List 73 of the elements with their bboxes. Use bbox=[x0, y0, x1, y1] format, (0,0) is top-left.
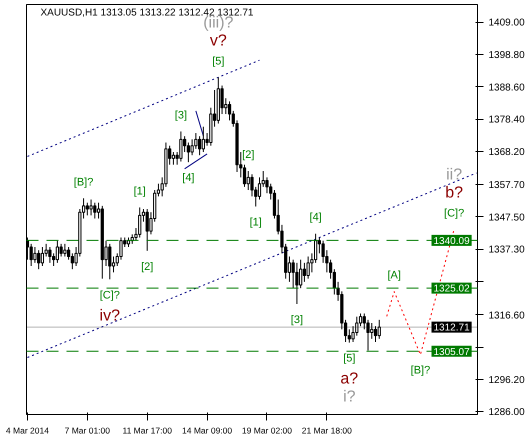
x-tick-label: 11 Mar 17:00 bbox=[122, 426, 172, 436]
annotation: ii? bbox=[446, 166, 462, 184]
y-tick-label: 1296.20 bbox=[488, 374, 526, 386]
annotation: [4] bbox=[310, 212, 322, 224]
x-tick-label: 7 Mar 01:00 bbox=[64, 426, 110, 436]
candlestick bbox=[146, 208, 149, 252]
candlestick bbox=[179, 130, 183, 162]
candlestick bbox=[108, 243, 112, 280]
annotation: (iii)? bbox=[203, 14, 234, 32]
candlestick bbox=[89, 199, 93, 216]
candlestick bbox=[63, 243, 66, 258]
candlestick bbox=[37, 250, 40, 270]
annotation: [B]? bbox=[410, 364, 430, 377]
y-tick-label: 1347.50 bbox=[488, 212, 526, 224]
candlestick bbox=[33, 246, 37, 264]
annotation: [2] bbox=[242, 149, 254, 162]
y-tick-label: 1409.00 bbox=[488, 18, 526, 29]
annotation: b? bbox=[445, 184, 464, 202]
candlestick bbox=[198, 136, 202, 156]
candlestick bbox=[295, 262, 299, 305]
candlestick bbox=[351, 326, 355, 342]
candlestick bbox=[40, 246, 44, 267]
annotation: [5] bbox=[212, 55, 224, 68]
annotation: [C]? bbox=[100, 289, 120, 302]
ref-line-label: 1305.07 bbox=[434, 346, 470, 358]
annotation: [5] bbox=[343, 352, 356, 365]
y-tick-label: 1337.30 bbox=[488, 244, 526, 256]
candlestick bbox=[93, 202, 96, 220]
candlestick bbox=[190, 138, 194, 156]
y-tick-label: 1398.80 bbox=[488, 50, 526, 62]
candlestick bbox=[86, 202, 89, 216]
candlestick bbox=[228, 100, 232, 121]
y-tick-label: 1368.20 bbox=[488, 146, 526, 158]
y-tick-label: 1378.40 bbox=[488, 114, 526, 126]
candlestick bbox=[302, 262, 306, 282]
candlestick bbox=[60, 243, 63, 258]
x-tick-label: 14 Mar 09:00 bbox=[182, 426, 232, 436]
annotation: i? bbox=[343, 388, 356, 406]
candlestick bbox=[374, 326, 378, 342]
candlestick bbox=[138, 206, 142, 238]
annotation: [4] bbox=[182, 172, 194, 184]
candlestick bbox=[202, 126, 205, 153]
candlestick bbox=[321, 240, 325, 264]
candlestick bbox=[66, 246, 70, 260]
ref-line-label: 1325.02 bbox=[434, 284, 470, 295]
annotation: a? bbox=[340, 370, 358, 388]
annotation: v? bbox=[210, 32, 227, 50]
annotation: [2] bbox=[141, 260, 154, 273]
x-tick-label: 4 Mar 2014 bbox=[6, 426, 50, 436]
candlestick bbox=[56, 240, 59, 264]
annotation: [A] bbox=[388, 270, 401, 282]
y-tick-label: 1286.00 bbox=[488, 407, 526, 418]
annotation: [3] bbox=[290, 314, 304, 326]
candlestick bbox=[172, 152, 176, 166]
candlestick bbox=[306, 256, 310, 280]
candlestick bbox=[48, 246, 52, 264]
annotation: [1] bbox=[134, 185, 146, 198]
x-tick-label: 19 Mar 02:00 bbox=[242, 426, 292, 436]
annotation: [B]? bbox=[74, 176, 94, 188]
y-tick-label: 1316.60 bbox=[488, 310, 526, 322]
ref-line-label: 1340.09 bbox=[434, 236, 470, 247]
candlestick bbox=[186, 142, 190, 163]
annotation: [1] bbox=[250, 216, 262, 228]
annotation: iv? bbox=[100, 307, 120, 324]
annotation: [C]? bbox=[444, 207, 464, 220]
candlestick bbox=[378, 319, 381, 340]
y-tick-label: 1357.70 bbox=[488, 180, 526, 192]
annotation: [3] bbox=[174, 109, 188, 122]
candlestick bbox=[370, 322, 374, 340]
candlestick bbox=[246, 170, 250, 191]
x-tick-label: 21 Mar 18:00 bbox=[302, 426, 352, 436]
y-tick-label: 1388.60 bbox=[488, 82, 526, 94]
ref-line-label: 1312.71 bbox=[434, 322, 470, 334]
